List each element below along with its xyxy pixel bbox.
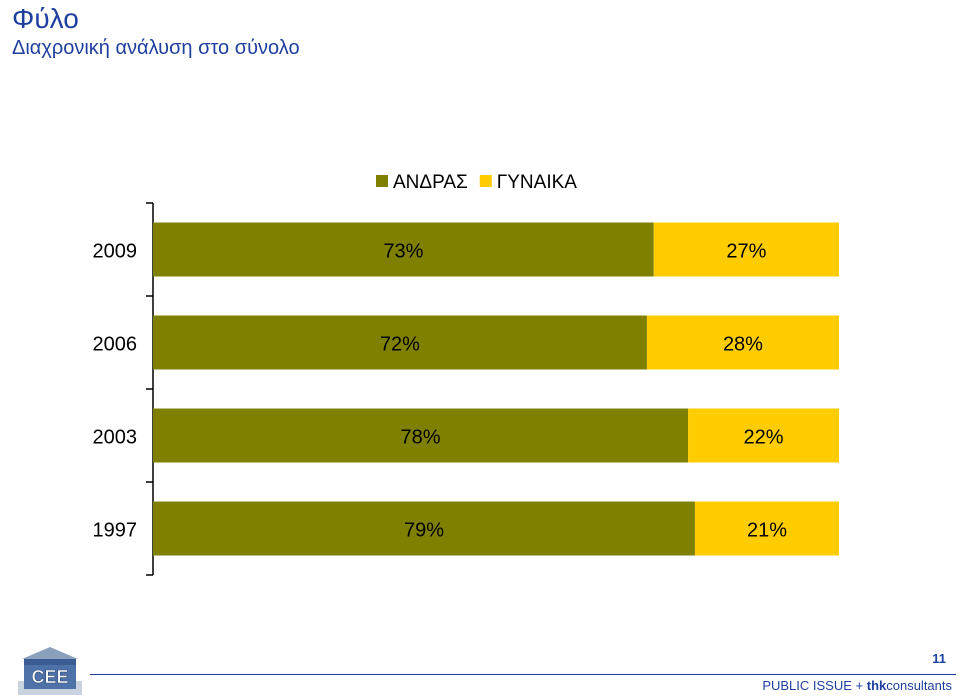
legend-swatch-men xyxy=(376,175,388,187)
data-label-women-2003: 22% xyxy=(744,427,784,449)
bar-men-2009 xyxy=(153,222,654,277)
legend-label-women: ΓΥΝΑΙΚΑ xyxy=(497,172,577,193)
svg-text:CEE: CEE xyxy=(31,667,68,687)
data-label-women-2009: 27% xyxy=(726,241,766,263)
page-number: 11 xyxy=(932,651,946,666)
tick-label-2003: 2003 xyxy=(93,427,138,449)
legend-label-men: ΑΝΔΡΑΣ xyxy=(393,172,468,193)
bar-women-1997 xyxy=(694,501,839,556)
brand-bold: thk xyxy=(866,678,887,693)
data-label-women-2006: 28% xyxy=(723,334,763,356)
data-label-women-1997: 21% xyxy=(747,520,787,542)
brand-suffix: consultants xyxy=(886,678,952,693)
stacked-bar-chart: 2009 73% 27% 2006 72% 28% 2003 78% 22% 1997 79% 21%… xyxy=(93,172,839,576)
bar-men-2003 xyxy=(153,408,689,463)
tick-label-1997: 1997 xyxy=(93,520,138,542)
bar-men-1997 xyxy=(153,501,695,556)
footer-divider xyxy=(90,674,956,675)
tick-label-2006: 2006 xyxy=(93,334,138,356)
bar-women-2009 xyxy=(653,222,839,277)
footer-brand: PUBLIC ISSUE + thkconsultants xyxy=(762,678,952,693)
page-subtitle: Διαχρονική ανάλυση στο σύνολο xyxy=(12,37,300,59)
data-label-men-2003: 78% xyxy=(401,427,441,449)
bar-women-2003 xyxy=(688,408,839,463)
bar-women-2006 xyxy=(646,315,839,370)
data-label-men-1997: 79% xyxy=(404,520,444,542)
legend-swatch-women xyxy=(479,175,492,187)
cee-logo-icon: CEE xyxy=(18,647,82,695)
tick-label-2009: 2009 xyxy=(93,241,138,263)
page-title: Φύλο xyxy=(12,3,79,34)
bar-men-2006 xyxy=(153,315,647,370)
data-label-men-2006: 72% xyxy=(380,334,420,356)
brand-prefix: PUBLIC ISSUE + xyxy=(762,678,867,693)
data-label-men-2009: 73% xyxy=(383,241,423,263)
